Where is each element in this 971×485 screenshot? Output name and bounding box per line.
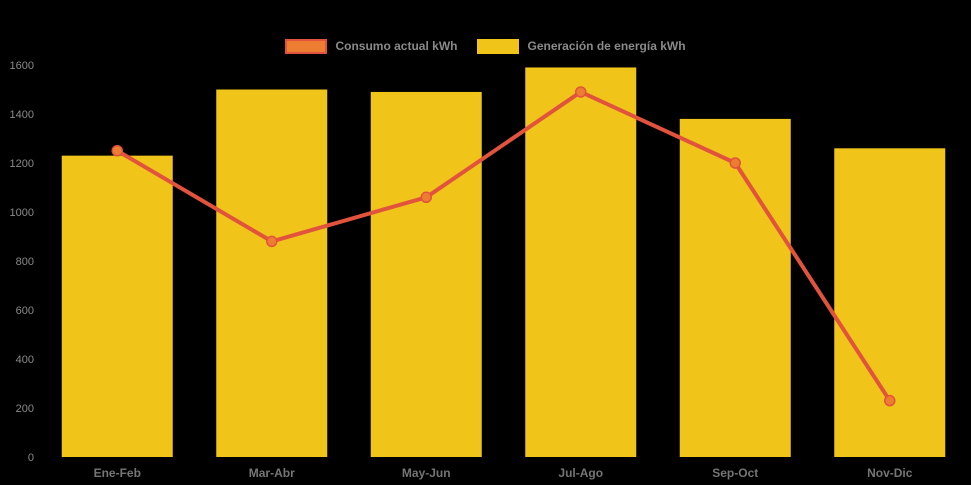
legend-label-consumo-actual: Consumo actual kWh <box>335 39 458 53</box>
y-axis-tick-label: 800 <box>16 256 34 268</box>
bar-ene-feb[interactable] <box>61 155 173 457</box>
y-axis-tick-label: 1200 <box>10 158 34 170</box>
consumption-line <box>115 89 892 403</box>
line-point-ene-feb[interactable] <box>111 145 123 157</box>
legend-label-generacion-energia: Generación de energía kWh <box>527 39 686 53</box>
x-axis-label-ene-feb: Ene-Feb <box>94 466 141 480</box>
x-axis-label-jul-ago: Jul-Ago <box>558 466 603 480</box>
y-axis-tick-label: 600 <box>16 305 34 317</box>
bar-jul-ago[interactable] <box>525 67 637 457</box>
y-axis-tick-label: 1000 <box>10 207 34 219</box>
bar-mar-abr[interactable] <box>216 89 328 458</box>
x-axis-label-sep-oct: Sep-Oct <box>712 466 758 480</box>
x-axis-label-nov-dic: Nov-Dic <box>867 466 913 480</box>
line-point-jul-ago[interactable] <box>575 86 587 98</box>
bar-nov-dic[interactable] <box>834 148 946 458</box>
line-point-nov-dic[interactable] <box>884 394 896 407</box>
y-axis-tick-label: 400 <box>16 354 34 366</box>
y-axis-tick-label: 200 <box>16 403 34 415</box>
line-point-mar-abr[interactable] <box>266 235 278 248</box>
line-point-may-jun[interactable] <box>420 191 432 204</box>
bar-may-jun[interactable] <box>370 91 482 457</box>
y-axis-tick-label: 1400 <box>10 109 34 121</box>
x-axis-label-mar-abr: Mar-Abr <box>249 466 295 480</box>
y-axis-tick-label: 1600 <box>10 60 34 72</box>
legend-swatch-line-series-icon <box>285 39 328 54</box>
legend-item-consumo-actual[interactable]: Consumo actual kWh <box>285 39 457 54</box>
legend-item-generacion-energia[interactable]: Generación de energía kWh <box>477 39 686 54</box>
chart-legend: Consumo actual kWh Generación de energía… <box>0 39 971 54</box>
bar-sep-oct[interactable] <box>679 118 791 458</box>
line-point-sep-oct[interactable] <box>729 157 741 169</box>
legend-swatch-bar-series-icon <box>477 39 520 54</box>
x-axis-label-may-jun: May-Jun <box>402 466 451 480</box>
y-axis-tick-label: 0 <box>28 452 34 464</box>
